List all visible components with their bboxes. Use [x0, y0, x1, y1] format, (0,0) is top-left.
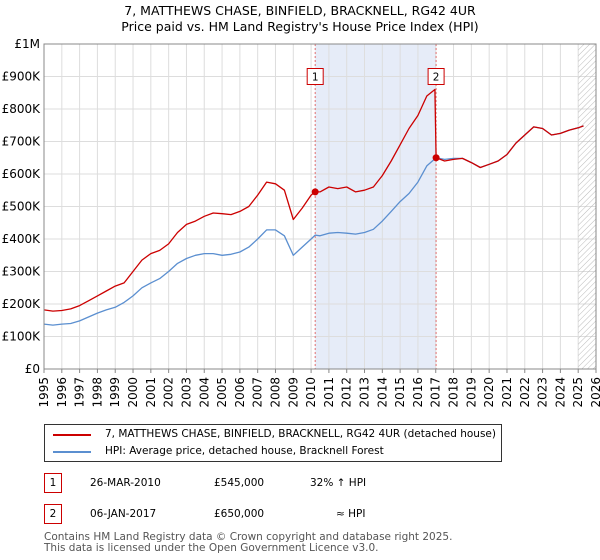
chart-title: 7, MATTHEWS CHASE, BINFIELD, BRACKNELL, …: [124, 3, 476, 18]
x-tick-label: 2004: [197, 377, 211, 408]
y-tick-label: £100K: [2, 330, 42, 344]
legend-swatch-hpi: [53, 451, 91, 453]
y-tick-label: £900K: [2, 70, 42, 84]
sale-price: £650,000: [214, 508, 265, 520]
sale-date: 06-JAN-2017: [90, 508, 157, 520]
x-tick-label: 2014: [375, 377, 389, 408]
x-tick-label: 2010: [304, 377, 318, 408]
sale-price: £545,000: [214, 477, 265, 489]
legend-swatch-property: [53, 434, 91, 436]
x-tick-label: 2005: [215, 377, 229, 408]
sale-date: 26-MAR-2010: [90, 477, 161, 489]
x-tick-label: 1998: [90, 377, 104, 408]
legend: 7, MATTHEWS CHASE, BINFIELD, BRACKNELL, …: [44, 424, 502, 462]
x-tick-label: 2020: [482, 377, 496, 408]
x-tick-label: 2012: [340, 377, 354, 408]
x-tick-label: 2019: [464, 377, 478, 408]
y-tick-label: £700K: [2, 135, 42, 149]
y-tick-label: £500K: [2, 200, 42, 214]
x-tick-label: 2017: [429, 377, 443, 408]
sale-hpi-comparison: ≈ HPI: [336, 508, 366, 520]
x-tick-label: 2000: [126, 377, 140, 408]
chart-subtitle: Price paid vs. HM Land Registry's House …: [121, 19, 479, 34]
x-tick-label: 2015: [393, 377, 407, 408]
y-tick-label: £600K: [2, 167, 42, 181]
price-chart: 1 2 £0 £100K £200K £300K £400K £500K £600K £700K £…: [2, 37, 600, 408]
forecast-region: [578, 44, 596, 369]
x-tick-label: 2008: [268, 377, 282, 408]
y-tick-label: £800K: [2, 102, 42, 116]
x-tick-label: 2025: [571, 377, 585, 408]
sale-badge: 1: [44, 473, 62, 493]
sale-marker-badge: [427, 68, 445, 85]
y-tick-label: £0: [25, 362, 40, 376]
x-tick-label: 2026: [589, 377, 600, 408]
x-tick-label: 2006: [233, 377, 247, 408]
x-tick-label: 2023: [536, 377, 550, 408]
sale-point: [432, 154, 440, 162]
x-tick-label: 2022: [518, 377, 532, 408]
x-tick-label: 2018: [447, 377, 461, 408]
legend-label-property: 7, MATTHEWS CHASE, BINFIELD, BRACKNELL, …: [105, 428, 496, 440]
x-tick-label: 2007: [251, 377, 265, 408]
footer-copyright: Contains HM Land Registry data © Crown c…: [44, 531, 453, 543]
x-tick-label: 2013: [358, 377, 372, 408]
plot-frame: [43, 43, 597, 370]
y-tick-label: £300K: [2, 265, 42, 279]
x-tick-label: 2002: [162, 377, 176, 408]
x-tick-label: 1995: [37, 377, 51, 408]
footer-license: This data is licensed under the Open Gov…: [44, 542, 379, 554]
y-tick-label: £200K: [2, 297, 42, 311]
y-tick-label: £1M: [14, 37, 40, 51]
x-tick-label: 1997: [73, 377, 87, 408]
y-tick-label: £400K: [2, 232, 42, 246]
x-tick-label: 2016: [411, 377, 425, 408]
x-tick-label: 2011: [322, 377, 336, 408]
x-tick-label: 1996: [55, 377, 69, 408]
x-tick-label: 2021: [500, 377, 514, 408]
sale-point: [311, 188, 319, 196]
sale-marker-badge: [306, 68, 324, 85]
sale-marker-label: 1: [312, 72, 319, 84]
legend-label-hpi: HPI: Average price, detached house, Brac…: [105, 445, 384, 457]
x-tick-label: 2003: [179, 377, 193, 408]
sale-hpi-comparison: 32% ↑ HPI: [310, 477, 367, 489]
sale-marker-label: 2: [433, 72, 440, 84]
property-price-line: [43, 88, 584, 312]
x-tick-label: 2024: [553, 377, 567, 408]
x-tick-label: 1999: [108, 377, 122, 408]
sale-badge: 2: [44, 504, 62, 524]
x-tick-label: 2001: [144, 377, 158, 408]
x-tick-label: 2009: [286, 377, 300, 408]
hpi-line: [43, 125, 584, 326]
